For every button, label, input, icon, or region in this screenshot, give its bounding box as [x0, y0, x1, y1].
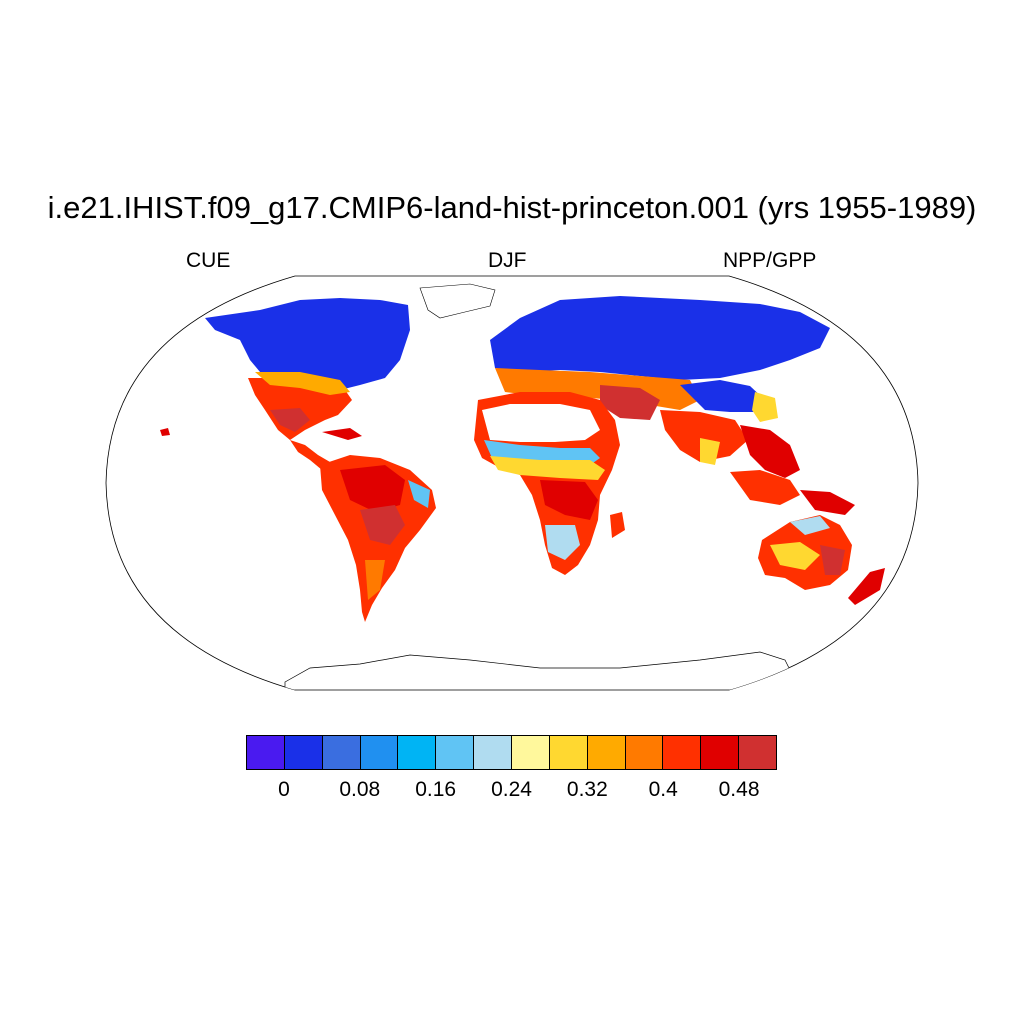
australia: [758, 515, 852, 590]
antarctica: [284, 651, 801, 690]
colorbar-label: 0.4: [648, 778, 678, 801]
colorbar-cell: [398, 736, 437, 769]
colorbar-label: 0.24: [491, 778, 532, 801]
colorbar-cell: [284, 736, 323, 769]
colorbar-cell: [549, 736, 588, 769]
colorbar-cell: [512, 736, 550, 769]
variable-label: CUE: [186, 249, 231, 272]
colorbar-cell: [587, 736, 626, 769]
colorbar-cell: [701, 736, 740, 769]
colorbar-cell: [322, 736, 361, 769]
colorbar-cell: [436, 736, 475, 769]
colorbar-cell: [625, 736, 664, 769]
new-zealand: [848, 568, 885, 605]
eurasia: [490, 296, 830, 478]
colorbar: [246, 735, 777, 770]
colorbar-cell: [739, 736, 777, 769]
south-america: [320, 455, 436, 622]
colorbar-label: 0.16: [415, 778, 457, 801]
colorbar-cell: [360, 736, 399, 769]
colorbar-cell: [663, 736, 702, 769]
colorbar-labels: 0 0.08 0.16 0.24 0.32 0.4 0.48: [0, 778, 1024, 808]
quantity-label: NPP/GPP: [723, 249, 817, 272]
colorbar-cell: [474, 736, 513, 769]
north-america: [160, 298, 410, 470]
colorbar-cell: [247, 736, 285, 769]
map-title: i.e21.IHIST.f09_g17.CMIP6-land-hist-prin…: [47, 190, 977, 225]
season-label: DJF: [488, 249, 527, 272]
colorbar-label: 0.48: [718, 778, 760, 801]
colorbar-label: 0: [278, 778, 290, 801]
colorbar-label: 0.32: [566, 778, 608, 801]
colorbar-label: 0.08: [339, 778, 381, 801]
greenland: [419, 283, 496, 319]
africa: [474, 392, 625, 575]
southeast-asia: [730, 470, 855, 515]
